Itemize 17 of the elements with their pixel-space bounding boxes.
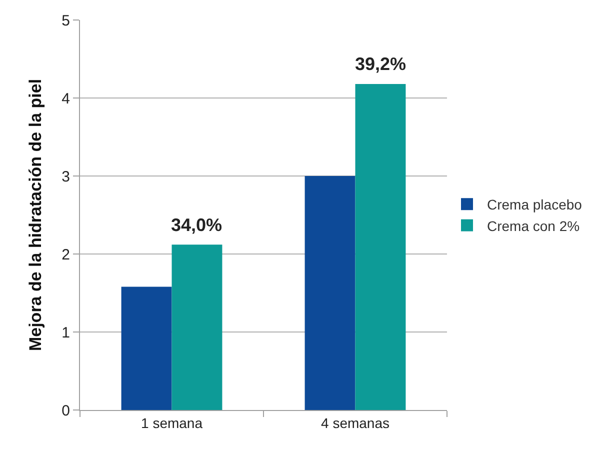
y-axis-title: Mejora de la hidratación de la piel	[26, 78, 46, 352]
y-tick-label: 1	[62, 324, 70, 342]
annotation: 34,0%	[171, 215, 222, 235]
y-tick-label: 5	[62, 12, 70, 30]
y-tick-label: 4	[62, 90, 70, 108]
bar	[121, 286, 172, 410]
legend-label: Crema con 2%	[487, 218, 580, 234]
legend-label: Crema placebo	[487, 196, 582, 213]
bar	[304, 176, 356, 410]
y-tick-label: 2	[62, 246, 70, 264]
bar	[355, 84, 406, 410]
x-tick-label: 4 semanas	[321, 414, 390, 431]
annotation: 39,2%	[355, 54, 406, 74]
y-tick-label: 0	[62, 402, 70, 420]
bar	[172, 244, 222, 410]
y-tick-label: 3	[62, 168, 70, 186]
x-tick-label: 1 semana	[141, 414, 203, 431]
